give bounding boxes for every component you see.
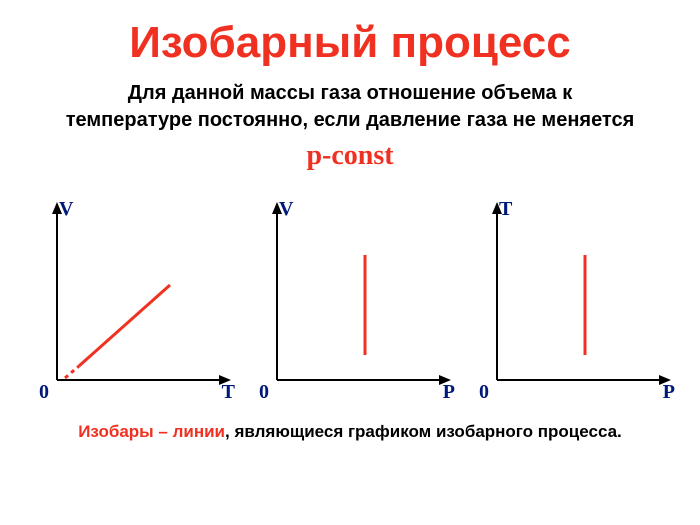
caption-rest: , являющиеся графиком изобарного процесс…	[225, 422, 622, 441]
caption: Изобары – линии, являющиеся графиком изо…	[78, 422, 622, 442]
chart-axes-icon	[465, 200, 675, 410]
y-axis-label: T	[499, 198, 512, 221]
x-axis-label: P	[443, 381, 455, 404]
chart-axes-icon	[245, 200, 455, 410]
subtitle-line1: Для данной массы газа отношение объема к	[128, 82, 572, 104]
chart-t-p: T P 0	[465, 200, 675, 410]
chart-v-t: V T 0	[25, 200, 235, 410]
page-title: Изобарный процесс	[129, 18, 570, 68]
origin-label: 0	[479, 381, 489, 404]
x-axis-label: P	[663, 381, 675, 404]
charts-row: V T 0 V P 0 T P 0	[20, 200, 680, 410]
chart-axes-icon	[25, 200, 235, 410]
x-axis-label: T	[222, 381, 235, 404]
caption-highlight: Изобары – линии	[78, 422, 225, 441]
origin-label: 0	[39, 381, 49, 404]
formula: p-const	[306, 140, 393, 172]
y-axis-label: V	[279, 198, 293, 221]
origin-label: 0	[259, 381, 269, 404]
y-axis-label: V	[59, 198, 73, 221]
subtitle: Для данной массы газа отношение объема к…	[66, 80, 635, 134]
subtitle-line2: температуре постоянно, если давление газ…	[66, 109, 635, 131]
chart-v-p: V P 0	[245, 200, 455, 410]
